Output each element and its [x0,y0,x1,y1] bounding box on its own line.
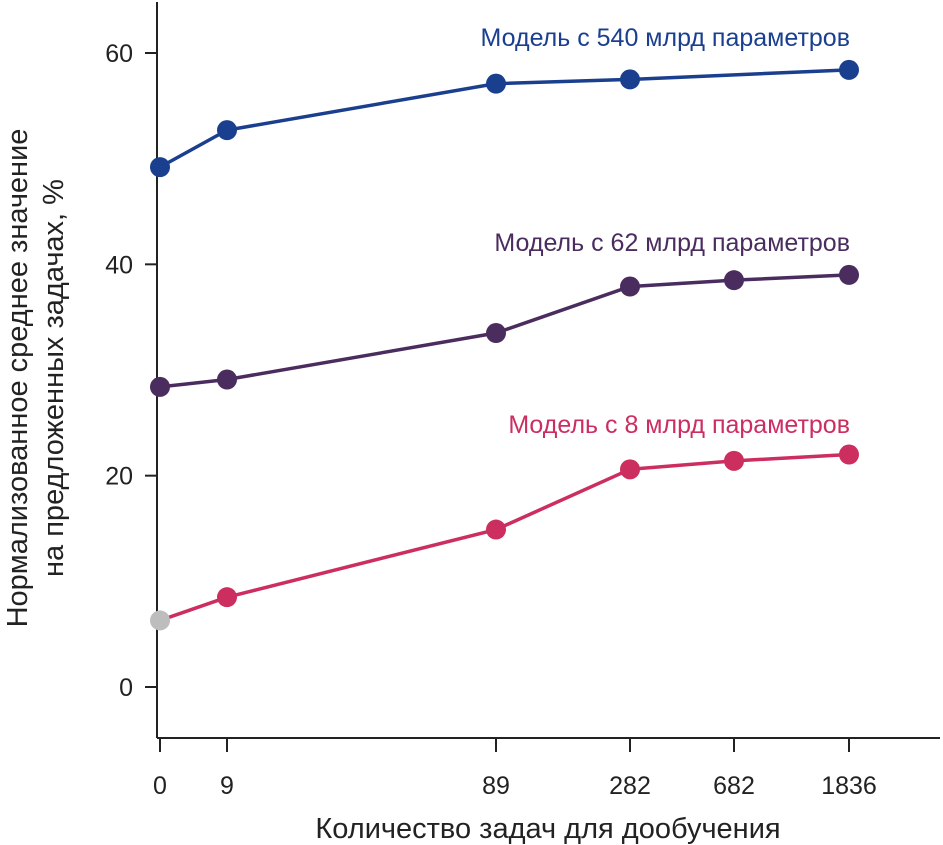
data-point [150,157,170,178]
y-tick-label: 20 [105,463,133,491]
data-point [620,459,640,480]
data-point [150,610,170,631]
series-line-1 [159,273,850,389]
data-point [724,270,744,291]
y-tick-label: 60 [105,40,133,68]
series-line-2 [159,452,850,623]
data-point [839,59,859,80]
data-point [724,450,744,471]
data-point [620,276,640,297]
x-tick-label: 89 [482,772,510,800]
data-point [150,376,170,397]
y-ticks: 0 20 40 60 [105,40,157,702]
data-point [486,73,506,94]
x-tick-label: 282 [609,772,651,800]
y-tick-label: 0 [119,674,133,702]
x-tick-label: 0 [153,772,167,800]
x-axis-title: Количество задач для дообучения [315,813,780,845]
series-label-62b: Модель с 62 млрд параметров [494,229,850,257]
data-point [217,120,237,141]
series-layer [150,59,859,631]
data-point [217,587,237,608]
y-tick-label: 40 [105,251,133,279]
data-point [620,69,640,90]
data-point [486,323,506,344]
x-tick-label: 1836 [821,772,877,800]
x-tick-label: 9 [220,772,234,800]
series-label-8b: Модель с 8 млрд параметров [508,411,850,439]
data-point [839,444,859,465]
series-label-540b: Модель с 540 млрд параметров [481,24,850,52]
y-axis-title-line-1: Нормализованное среднее значение [2,129,34,628]
y-axis-title-line-2: на предложенных задачах, % [38,179,70,577]
x-tick-label: 682 [713,772,755,800]
x-ticks: 0 9 89 282 682 1836 [153,738,877,800]
data-point [217,369,237,390]
data-point [839,264,859,285]
data-point [486,519,506,540]
